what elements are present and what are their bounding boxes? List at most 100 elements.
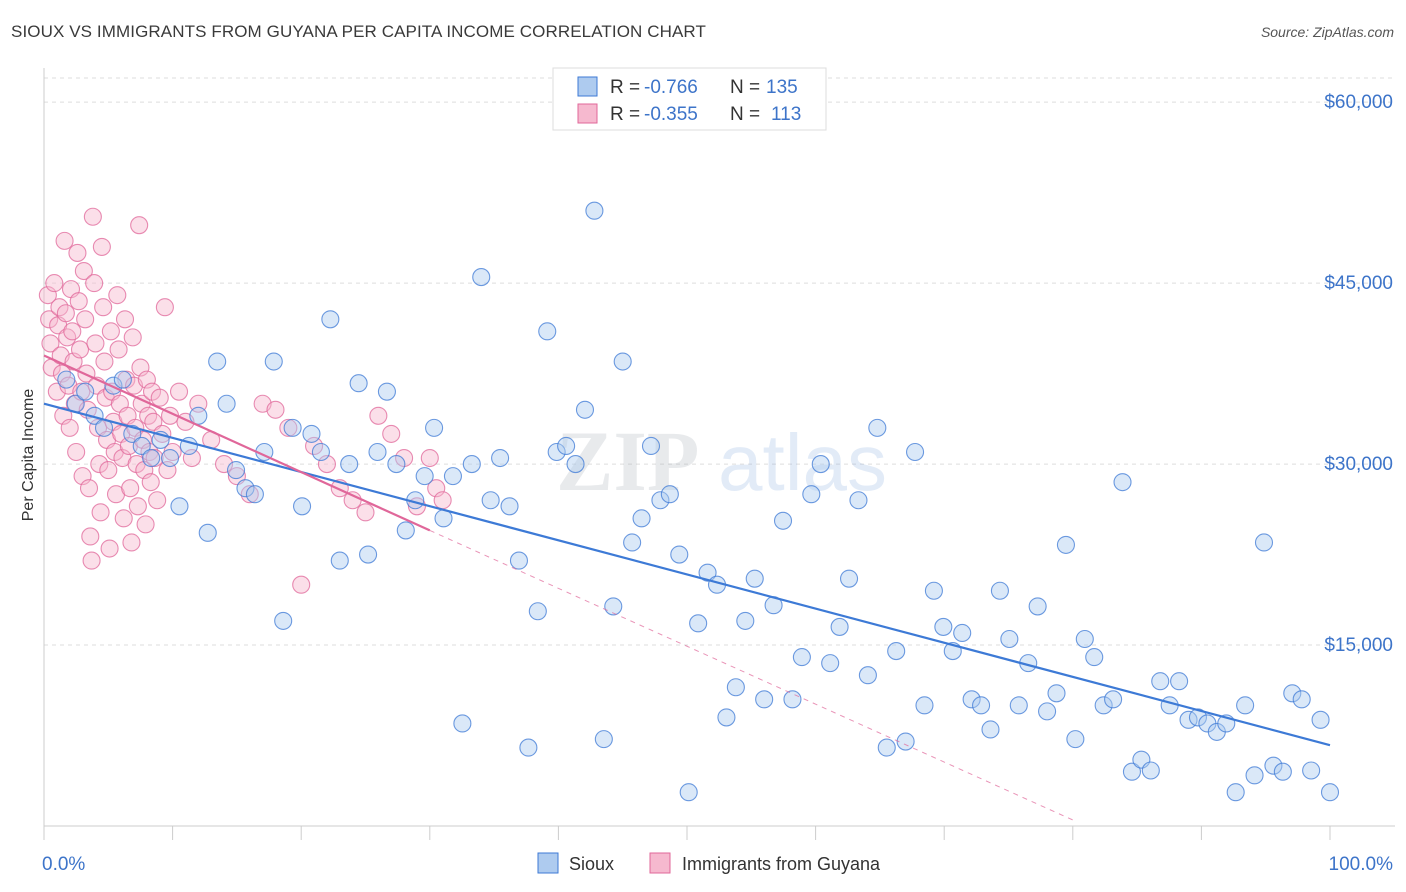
sioux-point: [755, 690, 774, 709]
guyana-point: [60, 418, 79, 437]
sioux-point: [585, 201, 604, 220]
sioux-point: [934, 617, 953, 636]
gridlines: [44, 77, 1395, 646]
sioux-point: [481, 491, 500, 510]
sioux-point: [132, 436, 151, 456]
guyana-point: [136, 515, 155, 534]
y-tick-label: $60,000: [1324, 92, 1393, 113]
source-label: Source: ZipAtlas.com: [1260, 24, 1394, 40]
legend-n-value: 135: [766, 77, 798, 98]
sioux-point: [717, 708, 736, 727]
sioux-point: [1113, 473, 1132, 492]
guyana-point: [81, 527, 100, 546]
sioux-point: [330, 551, 349, 570]
sioux-point: [1056, 535, 1075, 554]
guyana-point: [91, 503, 110, 522]
sioux-point: [1292, 690, 1311, 709]
sioux-point: [736, 611, 755, 630]
guyana-point: [79, 479, 99, 498]
sioux-point: [359, 545, 378, 564]
sioux-point: [123, 424, 142, 443]
sioux-point: [142, 448, 161, 468]
sioux-point: [858, 666, 877, 685]
sioux-point: [981, 720, 1000, 739]
guyana-point: [139, 406, 158, 425]
sioux-point: [953, 623, 972, 643]
sioux-point: [1283, 684, 1302, 703]
sioux-point: [170, 497, 189, 516]
sioux-point: [443, 467, 462, 486]
legend-r-label: R =: [610, 77, 640, 98]
guyana-point: [83, 207, 102, 226]
x-tick-label: 100.0%: [1329, 854, 1394, 875]
sioux-point: [1066, 730, 1085, 749]
sioux-point: [689, 614, 708, 633]
sioux-point: [538, 322, 557, 341]
sioux-point: [990, 581, 1009, 600]
chart-title: SIOUX VS IMMIGRANTS FROM GUYANA PER CAPI…: [11, 22, 706, 41]
guyana-point: [279, 418, 298, 437]
legend-r-value: -0.766: [644, 77, 698, 98]
sioux-point: [340, 455, 359, 474]
legend-n-value: 113: [771, 104, 801, 125]
guyana-point: [63, 322, 82, 341]
sioux-point: [208, 352, 227, 371]
sioux-point: [349, 374, 368, 393]
guyana-trend-extension: [429, 529, 1074, 821]
sioux-point: [321, 310, 340, 329]
legend-series-name: Immigrants from Guyana: [682, 854, 881, 874]
sioux-point: [839, 569, 859, 588]
guyana-point: [68, 243, 87, 262]
guyana-point: [122, 533, 141, 552]
sioux-point: [1085, 648, 1104, 667]
sioux-point: [198, 523, 217, 542]
sioux-point: [623, 533, 642, 552]
guyana-point: [100, 539, 119, 558]
guyana-point: [88, 418, 108, 437]
legend-series-name: Sioux: [569, 854, 614, 874]
guyana-point: [123, 328, 142, 347]
guyana-point: [72, 382, 91, 401]
sioux-point: [604, 597, 623, 616]
sioux-point: [509, 551, 529, 570]
sioux-point: [519, 738, 538, 757]
sioux-point: [773, 511, 793, 530]
guyana-point: [109, 340, 128, 359]
sioux-point: [76, 382, 95, 401]
sioux-point: [1188, 708, 1208, 727]
legend-series-swatch: [649, 852, 671, 874]
y-tick-label: $45,000: [1324, 273, 1393, 294]
guyana-point: [356, 503, 375, 522]
sioux-point: [802, 485, 821, 504]
guyana-point: [382, 424, 401, 443]
sioux-point: [566, 455, 585, 474]
series-guyana-points: [38, 207, 452, 594]
guyana-point: [115, 310, 135, 329]
sioux-point: [670, 545, 689, 564]
sioux-point: [293, 497, 312, 516]
sioux-point: [302, 424, 321, 443]
guyana-point: [92, 237, 111, 256]
sioux-point: [226, 461, 246, 480]
guyana-point: [41, 334, 60, 353]
axes: [43, 68, 1395, 840]
guyana-point: [266, 400, 285, 419]
sioux-point: [1151, 672, 1170, 691]
guyana-point: [69, 292, 88, 311]
sioux-point: [1264, 756, 1283, 775]
sioux-point: [1302, 761, 1321, 780]
sioux-point: [877, 738, 896, 757]
guyana-point: [155, 298, 174, 317]
guyana-point: [58, 328, 77, 347]
sioux-point: [160, 448, 180, 468]
guyana-point: [40, 310, 59, 329]
guyana-point: [86, 334, 105, 353]
guyana-point: [70, 340, 90, 359]
sioux-point: [821, 654, 840, 673]
legend-swatch: [577, 103, 598, 124]
sioux-point: [1075, 629, 1094, 649]
sioux-point: [830, 617, 849, 636]
watermark-zip: ZIP: [556, 413, 699, 509]
sioux-point: [1028, 597, 1047, 616]
sioux-point: [1038, 702, 1057, 721]
